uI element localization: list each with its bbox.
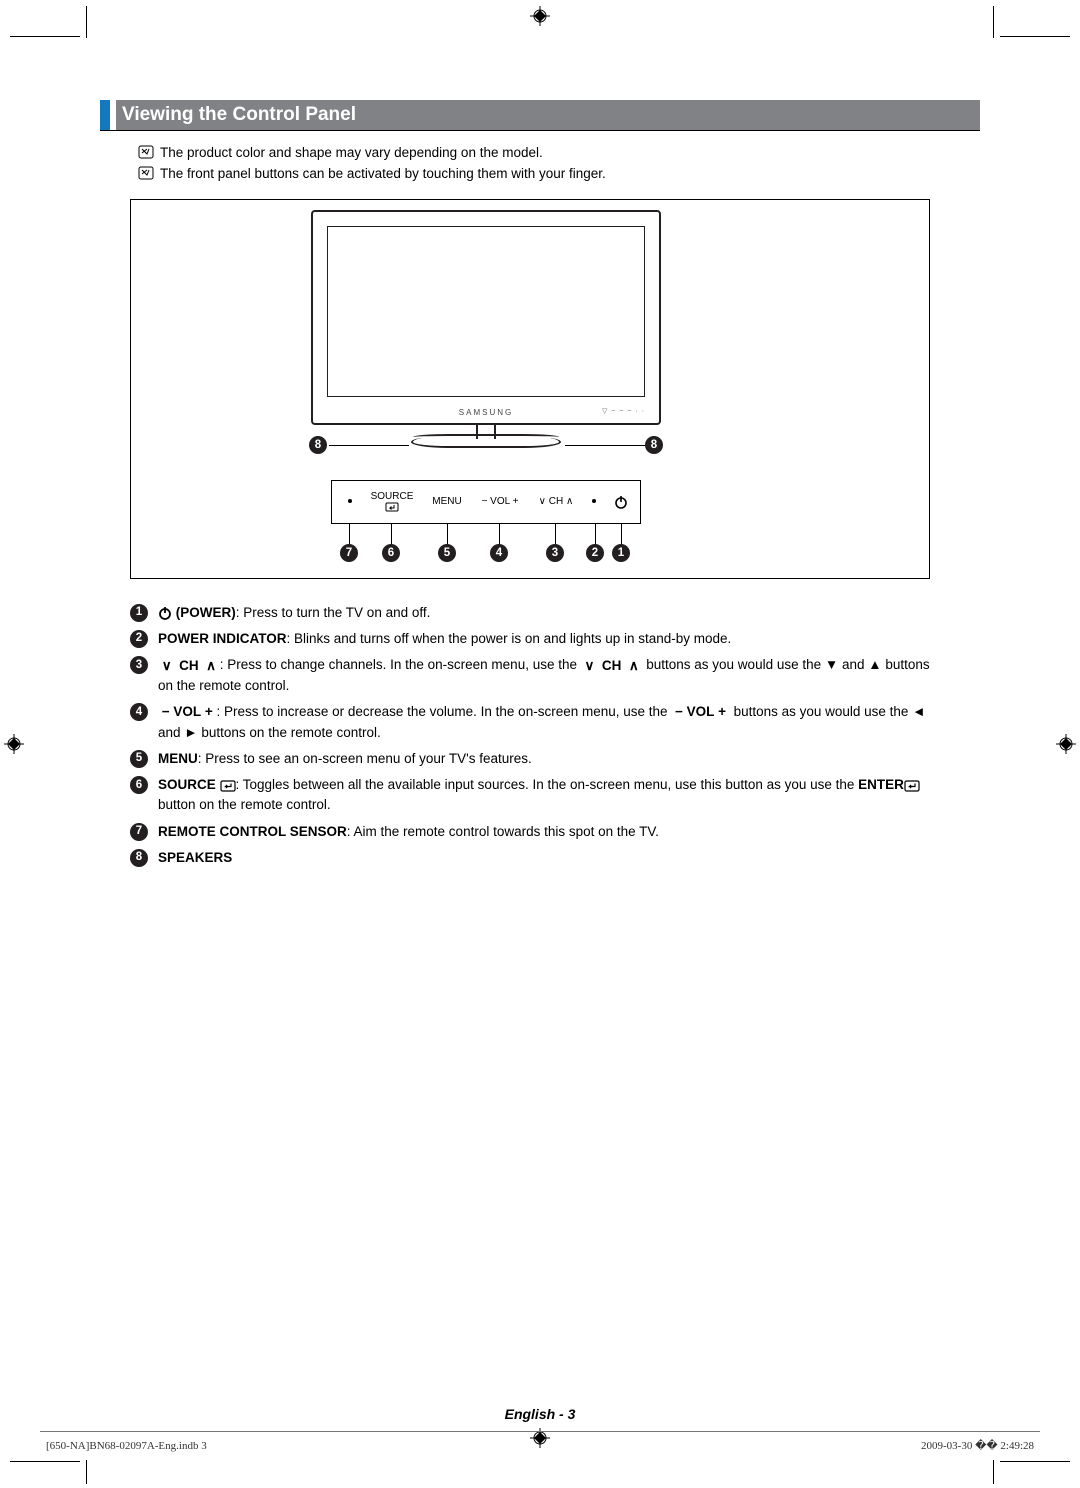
- legend-number: 3: [130, 656, 148, 674]
- note-icon: [138, 166, 154, 180]
- legend: 1 (POWER): Press to turn the TV on and o…: [130, 603, 940, 868]
- panel-sensor-dot: [340, 481, 360, 523]
- callout-number: 8: [309, 436, 327, 454]
- legend-text: MENU: Press to see an on-screen menu of …: [158, 749, 532, 769]
- callout-8-left: 8: [309, 436, 327, 454]
- footer-filename: [650-NA]BN68-02097A-Eng.indb 3: [46, 1440, 207, 1452]
- tv-brand: SAMSUNG: [459, 408, 513, 417]
- footer-rule: [40, 1431, 1040, 1432]
- callout-2: 2: [586, 544, 604, 562]
- register-mark-top: [530, 6, 550, 26]
- callout-row: 7 6 5 4 3 2 1: [131, 544, 929, 564]
- callout-4: 4: [490, 544, 508, 562]
- callout-1: 1: [612, 544, 630, 562]
- legend-number: 1: [130, 604, 148, 622]
- panel-source: SOURCE: [364, 481, 420, 523]
- footer-language: English - 3: [505, 1406, 576, 1422]
- panel-ch-label: ∨ CH ∧: [539, 496, 574, 507]
- legend-item: 7 REMOTE CONTROL SENSOR: Aim the remote c…: [130, 822, 940, 842]
- legend-number: 5: [130, 750, 148, 768]
- legend-text: POWER INDICATOR: Blinks and turns off wh…: [158, 629, 731, 649]
- note-icon: [138, 145, 154, 159]
- notes: The product color and shape may vary dep…: [138, 143, 980, 185]
- legend-text: − VOL + : Press to increase or decrease …: [158, 702, 940, 743]
- legend-text: SPEAKERS: [158, 848, 232, 868]
- tv-screen: [327, 226, 645, 397]
- legend-number: 2: [130, 630, 148, 648]
- legend-number: 8: [130, 849, 148, 867]
- legend-number: 4: [130, 703, 148, 721]
- panel-ch: ∨ CH ∧: [530, 481, 582, 523]
- legend-item: 4 − VOL + : Press to increase or decreas…: [130, 702, 940, 743]
- legend-number: 6: [130, 776, 148, 794]
- callout-5: 5: [438, 544, 456, 562]
- callout-number: 8: [645, 436, 663, 454]
- leader-line: [329, 445, 409, 446]
- panel-indicator-dot: [584, 481, 604, 523]
- legend-text: (POWER): Press to turn the TV on and off…: [158, 603, 430, 623]
- legend-item: 1 (POWER): Press to turn the TV on and o…: [130, 603, 940, 623]
- legend-text: ∨ CH ∧ : Press to change channels. In th…: [158, 655, 940, 696]
- note-text: The product color and shape may vary dep…: [160, 143, 543, 164]
- diagram: SAMSUNG ▽ − − − · · 8 8 SOURCE MENU − VO…: [130, 199, 930, 579]
- tv-outline: SAMSUNG ▽ − − − · ·: [311, 210, 661, 425]
- callout-number: 5: [438, 544, 456, 562]
- control-panel-strip: SOURCE MENU − VOL + ∨ CH ∧: [331, 480, 641, 524]
- tv-stand-base: [411, 436, 561, 448]
- legend-text: SOURCE : Toggles between all the availab…: [158, 775, 940, 816]
- legend-item: 5 MENU: Press to see an on-screen menu of…: [130, 749, 940, 769]
- callout-number: 4: [490, 544, 508, 562]
- panel-menu-label: MENU: [432, 496, 461, 507]
- enter-icon: [385, 502, 399, 512]
- footer-timestamp: 2009-03-30 �� 2:49:28: [921, 1439, 1034, 1452]
- callout-number: 3: [546, 544, 564, 562]
- panel-menu: MENU: [424, 481, 470, 523]
- callout-8-right: 8: [645, 436, 663, 454]
- legend-text: REMOTE CONTROL SENSOR: Aim the remote co…: [158, 822, 659, 842]
- legend-item: 8 SPEAKERS: [130, 848, 940, 868]
- legend-item: 3 ∨ CH ∧ : Press to change channels. In …: [130, 655, 940, 696]
- note-line: The product color and shape may vary dep…: [138, 143, 980, 164]
- panel-vol-label: − VOL +: [482, 496, 519, 507]
- panel-source-label: SOURCE: [371, 491, 414, 502]
- note-line: The front panel buttons can be activated…: [138, 164, 980, 185]
- note-text: The front panel buttons can be activated…: [160, 164, 606, 185]
- leader-line: [565, 445, 645, 446]
- legend-item: 6 SOURCE : Toggles between all the availa…: [130, 775, 940, 816]
- panel-power: [606, 481, 636, 523]
- section-header: Viewing the Control Panel: [100, 100, 980, 131]
- legend-item: 2 POWER INDICATOR: Blinks and turns off w…: [130, 629, 940, 649]
- callout-number: 2: [586, 544, 604, 562]
- panel-vol: − VOL +: [472, 481, 528, 523]
- legend-number: 7: [130, 823, 148, 841]
- callout-7: 7: [340, 544, 358, 562]
- callout-number: 6: [382, 544, 400, 562]
- power-icon: [614, 495, 628, 509]
- callout-3: 3: [546, 544, 564, 562]
- register-mark-right: [1056, 734, 1076, 754]
- section-title: Viewing the Control Panel: [116, 100, 980, 130]
- tv-indicator-strip: ▽ − − − · ·: [602, 407, 645, 415]
- register-mark-left: [4, 734, 24, 754]
- callout-6: 6: [382, 544, 400, 562]
- callout-number: 1: [612, 544, 630, 562]
- section-accent: [100, 100, 110, 130]
- callout-number: 7: [340, 544, 358, 562]
